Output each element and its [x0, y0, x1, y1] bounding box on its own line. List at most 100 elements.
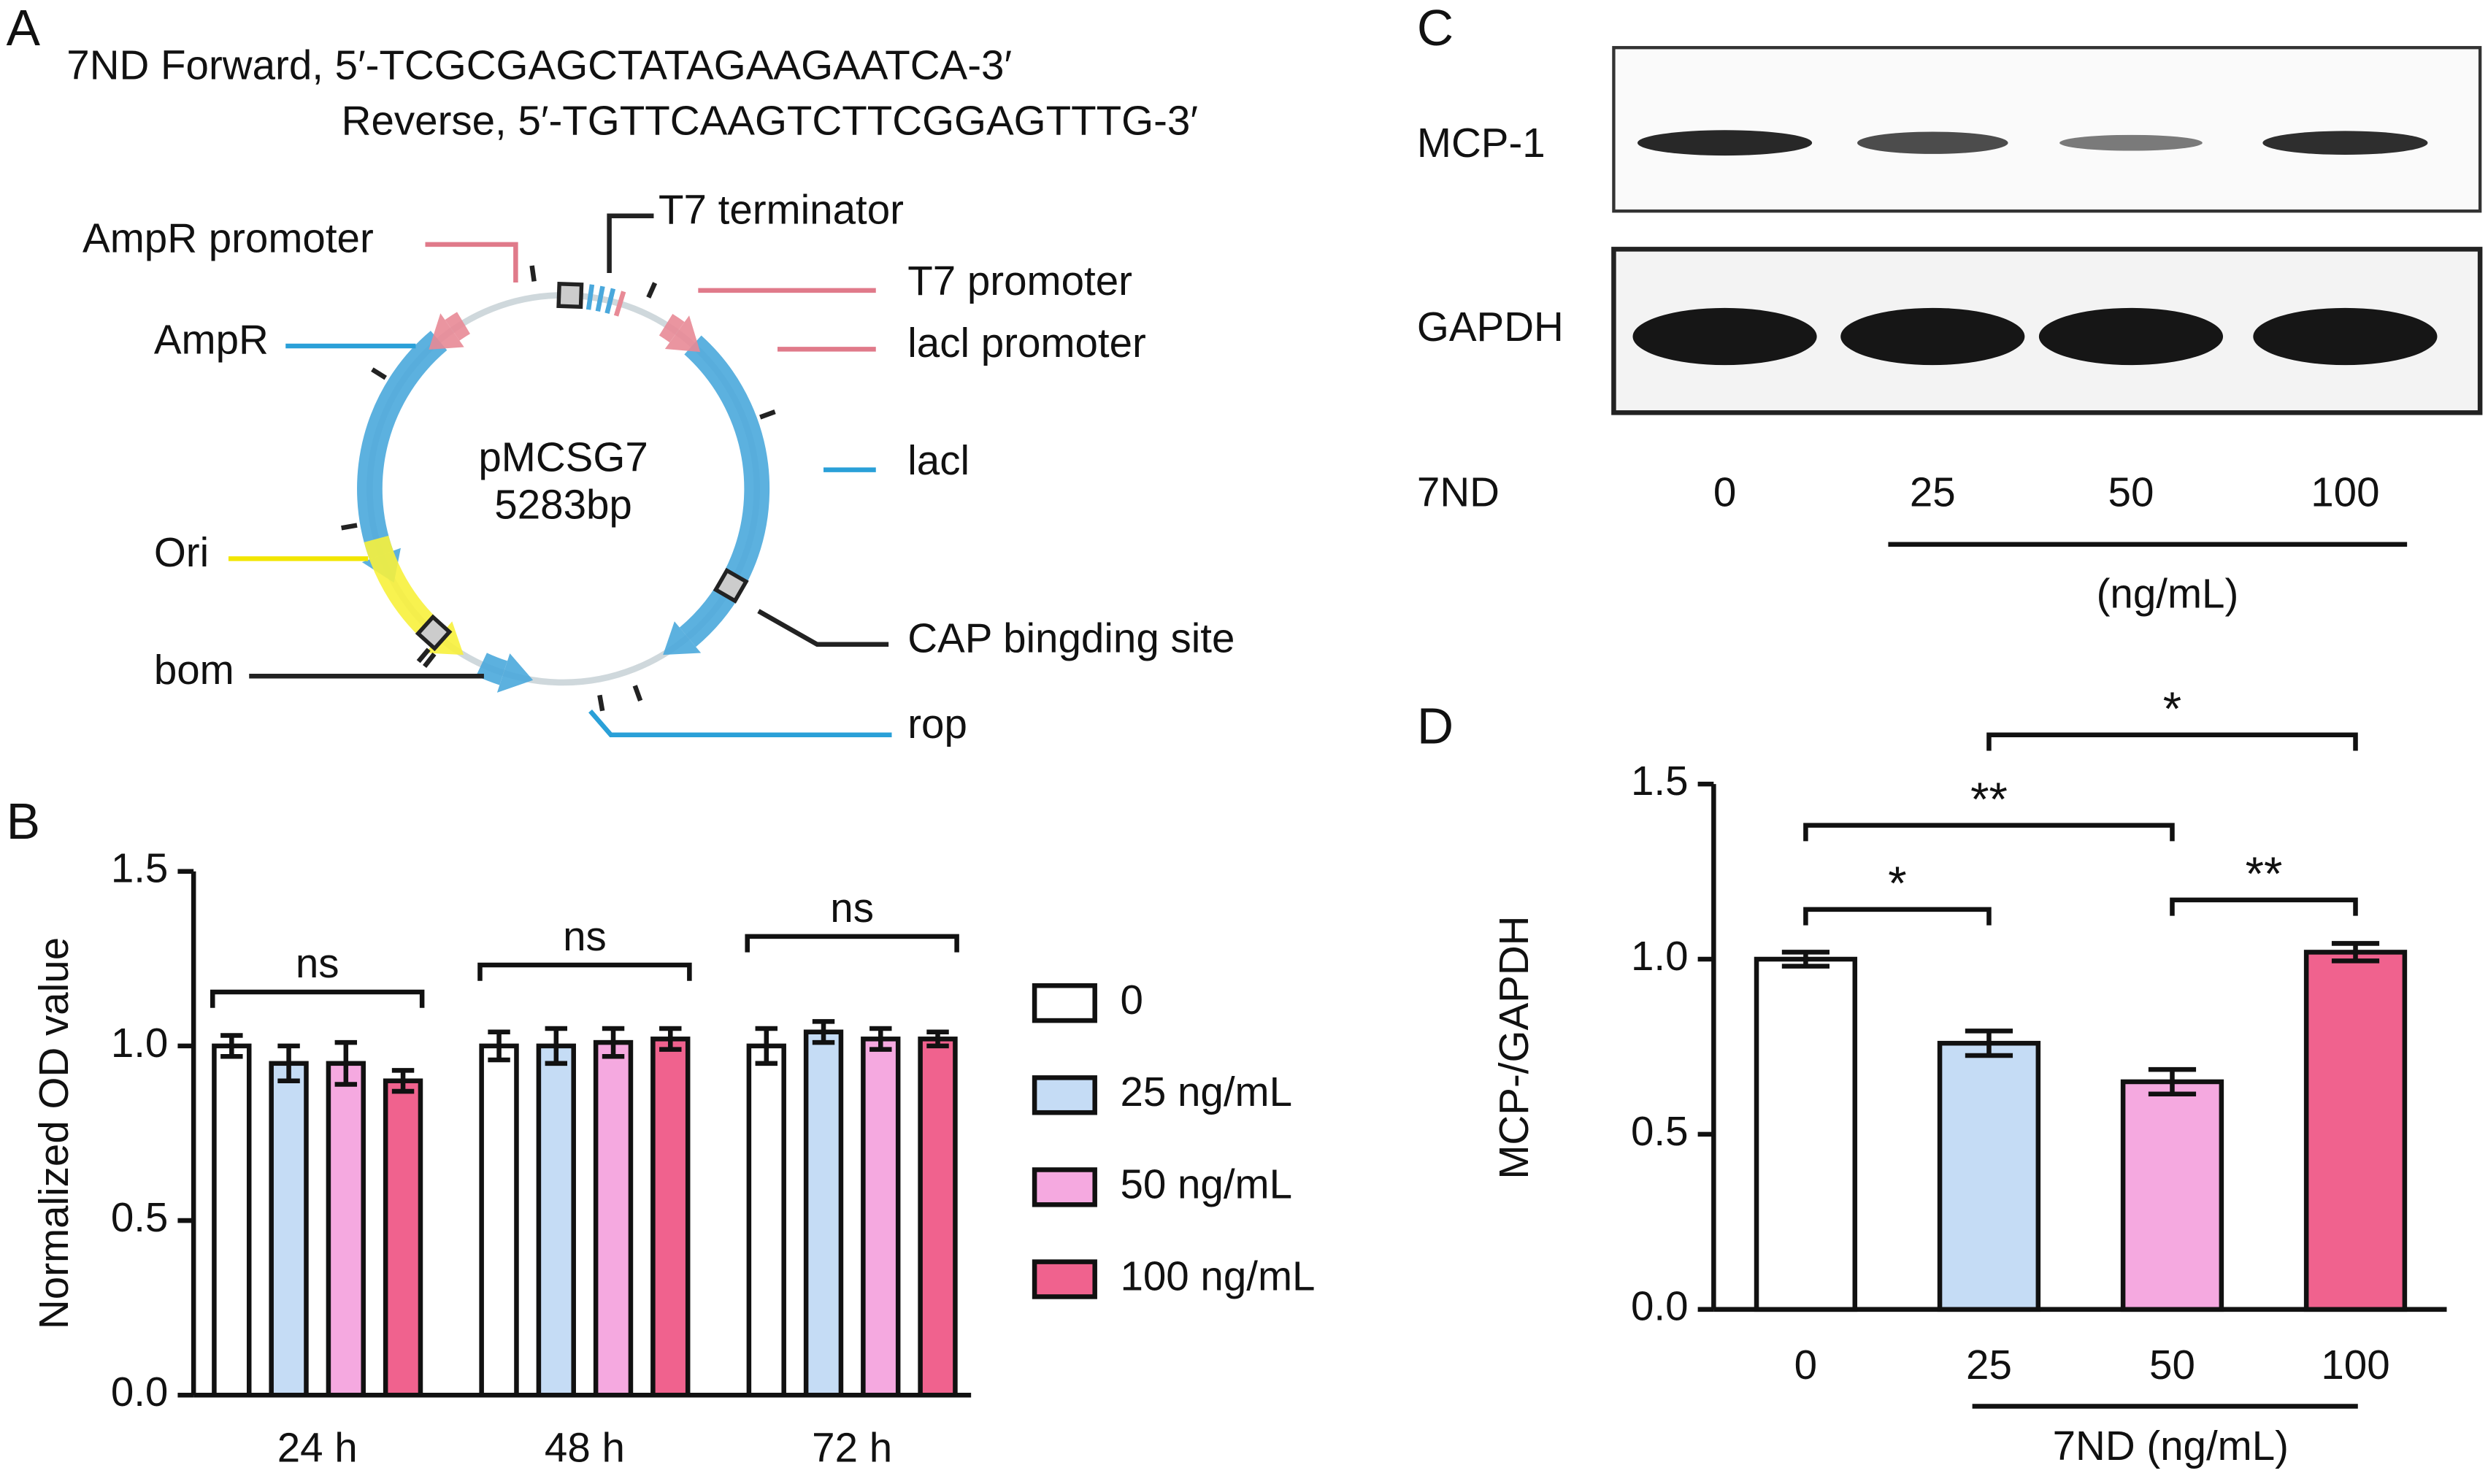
bar: [803, 1029, 844, 1398]
feature-leader: [588, 709, 892, 737]
legend-swatch: [1032, 983, 1097, 1023]
blot-band: [1840, 307, 2025, 366]
lacl-promoter-arc-head: [664, 315, 701, 353]
error-bar: [2331, 941, 2380, 964]
tick-mark-map: [632, 685, 643, 701]
y-tick-label: 1.0: [1631, 933, 1689, 979]
feature-label: AmpR: [154, 317, 269, 363]
significance-label: **: [1970, 772, 2008, 826]
dose-value: 100: [2311, 469, 2379, 515]
site-box: [415, 614, 453, 652]
x-tick-label: 24 h: [277, 1424, 358, 1470]
error-bar: [926, 1029, 949, 1049]
error-bar: [755, 1026, 778, 1066]
x-tick-label: 100: [2321, 1342, 2389, 1388]
tick-mark-map: [597, 694, 605, 712]
dose-label: 7ND: [1417, 469, 1500, 515]
bar: [593, 1039, 634, 1398]
error-bar: [545, 1026, 568, 1066]
significance-bracket: [1803, 907, 1992, 926]
error-bar: [1965, 1029, 2013, 1058]
significance-bracket: [1986, 732, 2358, 751]
error-bar: [391, 1068, 415, 1094]
bar: [1937, 1040, 2041, 1312]
bar: [650, 1037, 691, 1398]
significance-bracket: [477, 962, 692, 981]
y-axis-label: Normalized OD value: [31, 937, 77, 1329]
y-tick-label: 1.5: [111, 845, 169, 891]
y-tick-label: 0.5: [111, 1194, 169, 1240]
tick-mark-map: [529, 265, 537, 282]
blot-band: [1632, 307, 1817, 366]
panel-letter: D: [1417, 698, 1454, 755]
x-tick-label: 48 h: [545, 1424, 625, 1470]
significance-bracket: [745, 934, 959, 953]
plasmid-size: 5283bp: [494, 482, 632, 528]
feature-label: lacl: [907, 437, 970, 483]
error-bar: [659, 1026, 682, 1052]
legend-label: 0: [1120, 977, 1143, 1023]
significance-label: ns: [296, 940, 339, 986]
feature-label: CAP bingding site: [907, 615, 1235, 661]
significance-bracket: [2170, 897, 2358, 916]
blot-band: [2038, 307, 2224, 366]
feature-leader: [607, 213, 654, 273]
bar: [383, 1078, 423, 1398]
bar: [2120, 1079, 2224, 1312]
primer-forward: 7ND Forward, 5′-TCGCGAGCTATAGAAGAATCA-3′: [66, 42, 1012, 88]
y-tick-label: 0.0: [1631, 1283, 1689, 1329]
feature-label: Ori: [154, 529, 209, 575]
feature-label: T7 terminator: [659, 186, 904, 232]
feature-label: rop: [907, 701, 967, 747]
legend-label: 50 ng/mL: [1120, 1161, 1292, 1207]
feature-leader: [425, 242, 518, 283]
promoter-mark: [613, 291, 626, 317]
significance-label: ns: [563, 913, 607, 959]
dose-value: 25: [1910, 469, 1956, 515]
site-box: [713, 567, 749, 604]
tick-mark-map: [646, 282, 658, 299]
site-box: [556, 282, 584, 310]
x-tick-label: 72 h: [812, 1424, 892, 1470]
rop-arc-head: [496, 653, 534, 693]
ampr-arc: [357, 331, 448, 560]
legend-swatch: [1032, 1259, 1097, 1299]
row-label: MCP-1: [1417, 120, 1546, 166]
legend-label: 25 ng/mL: [1120, 1069, 1292, 1115]
error-bar: [488, 1029, 510, 1063]
bar: [918, 1037, 958, 1398]
panel-letter: B: [7, 793, 40, 850]
feature-label: bom: [154, 647, 234, 693]
y-tick-label: 1.5: [1631, 758, 1689, 804]
bar: [1754, 956, 1858, 1312]
legend-swatch: [1032, 1167, 1097, 1207]
error-bar: [334, 1039, 358, 1087]
blot-band: [2253, 307, 2438, 366]
tick-mark-map: [341, 523, 358, 531]
x-tick-label: 0: [1794, 1342, 1817, 1388]
panel-letter: C: [1417, 0, 1454, 56]
tick-mark-map: [416, 647, 431, 664]
bar: [861, 1037, 901, 1398]
significance-label: **: [2246, 847, 2283, 901]
blot-band: [2059, 134, 2203, 151]
bar: [2303, 950, 2408, 1312]
error-bar: [2148, 1066, 2197, 1097]
ampr-promoter-arc-head: [429, 313, 464, 350]
x-tick-label: 25: [1966, 1342, 2012, 1388]
lacl-arc: [679, 335, 770, 647]
legend-swatch: [1032, 1075, 1097, 1115]
error-bar: [220, 1033, 243, 1059]
lacl-promoter-arc: [659, 313, 685, 343]
y-tick-label: 0.5: [1631, 1108, 1689, 1154]
legend-label: 100 ng/mL: [1120, 1253, 1315, 1299]
x-tick-label: 50: [2149, 1342, 2195, 1388]
blot-band: [2262, 131, 2428, 155]
tick-mark-map: [759, 410, 776, 420]
plasmid-name: pMCSG7: [478, 434, 648, 480]
primer-reverse: Reverse, 5′-TGTTCAAGTCTTCGGAGTTTG-3′: [342, 98, 1198, 144]
panel-letter: A: [7, 0, 41, 56]
feature-label: lacl promoter: [907, 320, 1146, 366]
bar: [746, 1043, 786, 1398]
